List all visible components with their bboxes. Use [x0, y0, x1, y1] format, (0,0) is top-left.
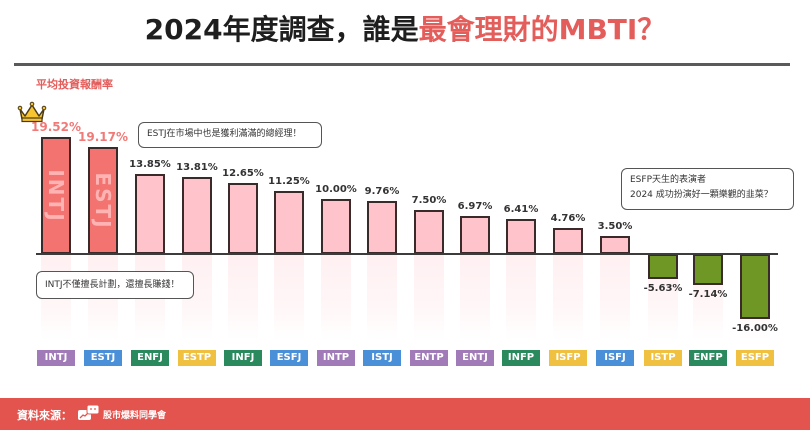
category-tag-estp: ESTP	[178, 350, 216, 366]
bar-isfj	[600, 236, 630, 254]
bar-istj	[367, 201, 397, 254]
bar-shadow	[506, 254, 536, 340]
category-tag-enfj: ENFJ	[131, 350, 169, 366]
source-footer: 資料來源： 股市爆料同學會	[0, 398, 810, 430]
category-tag-intp: INTP	[317, 350, 355, 366]
title-highlight: 最會理財的MBTI？	[418, 13, 666, 46]
value-label: 19.17%	[78, 130, 128, 144]
category-tag-entj: ENTJ	[456, 350, 494, 366]
source-brand: 股市爆料同學會	[103, 411, 167, 421]
bar-esfp	[740, 254, 770, 319]
value-label: 6.41%	[503, 204, 539, 215]
category-tag-isfj: ISFJ	[596, 350, 634, 366]
category-tag-isfp: ISFP	[549, 350, 587, 366]
category-tag-enfp: ENFP	[689, 350, 727, 366]
bar-shadow	[321, 254, 351, 340]
category-tag-entp: ENTP	[410, 350, 448, 366]
value-label: -7.14%	[688, 289, 728, 300]
callout-esfp-line2: 2024 成功扮演好一顆樂觀的韭菜？	[630, 190, 773, 200]
category-tag-istj: ISTJ	[363, 350, 401, 366]
value-label: 9.76%	[364, 186, 400, 197]
value-label: 3.50%	[597, 221, 633, 232]
bar-entj	[460, 216, 490, 254]
bar-shadow	[228, 254, 258, 340]
bar-estp	[182, 177, 212, 254]
bar-entp	[414, 210, 444, 254]
bar-enfj	[135, 174, 165, 254]
category-tag-esfj: ESFJ	[270, 350, 308, 366]
bar-inner-label: ESTJ	[91, 171, 115, 230]
category-tag-intj: INTJ	[37, 350, 75, 366]
bar-isfp	[553, 228, 583, 254]
bar-infp	[506, 219, 536, 254]
bar-shadow	[274, 254, 304, 340]
value-label: 11.25%	[268, 176, 310, 187]
source-label: 資料來源：	[17, 409, 72, 422]
value-label: 13.85%	[129, 159, 171, 170]
page-title: 2024年度調查，誰是最會理財的MBTI？	[0, 8, 810, 48]
value-label: 13.81%	[176, 162, 218, 173]
bar-shadow	[460, 254, 490, 340]
value-label: -16.00%	[732, 323, 778, 334]
category-tag-infj: INFJ	[224, 350, 262, 366]
value-label: 10.00%	[315, 184, 357, 195]
bar-shadow	[600, 254, 630, 340]
value-label: 6.97%	[457, 201, 493, 212]
callout-estj: ESTJ在市場中也是獲利滿滿的總經理！	[138, 122, 322, 148]
value-label: -5.63%	[643, 283, 683, 294]
value-label: 19.52%	[31, 120, 81, 134]
callout-estj-text: ESTJ在市場中也是獲利滿滿的總經理！	[147, 129, 302, 139]
y-axis-label: 平均投資報酬率	[36, 78, 113, 91]
value-label: 7.50%	[411, 195, 447, 206]
bar-enfp	[693, 254, 723, 285]
callout-esfp: ESFP天生的表演者 2024 成功扮演好一顆樂觀的韭菜？	[621, 168, 794, 210]
zero-baseline	[36, 253, 778, 255]
bar-shadow	[367, 254, 397, 340]
title-divider	[14, 63, 790, 66]
bar-shadow	[414, 254, 444, 340]
bar-esfj	[274, 191, 304, 254]
callout-intj-text: INTJ不僅擅長計劃，還擅長賺錢！	[45, 280, 180, 290]
bar-inner-label: INTJ	[44, 168, 68, 223]
value-label: 12.65%	[222, 168, 264, 179]
bar-estj: ESTJ	[88, 147, 118, 254]
chat-bubbles-chart-icon	[78, 404, 100, 420]
bar-shadow	[553, 254, 583, 340]
category-tag-infp: INFP	[502, 350, 540, 366]
value-label: 4.76%	[550, 213, 586, 224]
category-tag-esfp: ESFP	[736, 350, 774, 366]
crown-icon	[17, 101, 47, 123]
bar-istp	[648, 254, 678, 279]
category-tag-estj: ESTJ	[84, 350, 122, 366]
title-main: 2024年度調查，誰是	[144, 13, 419, 46]
category-tag-istp: ISTP	[644, 350, 682, 366]
bar-infj	[228, 183, 258, 254]
bar-intp	[321, 199, 351, 254]
callout-intj: INTJ不僅擅長計劃，還擅長賺錢！	[36, 271, 194, 299]
bar-intj: INTJ	[41, 137, 71, 254]
callout-esfp-line1: ESFP天生的表演者	[630, 175, 707, 185]
